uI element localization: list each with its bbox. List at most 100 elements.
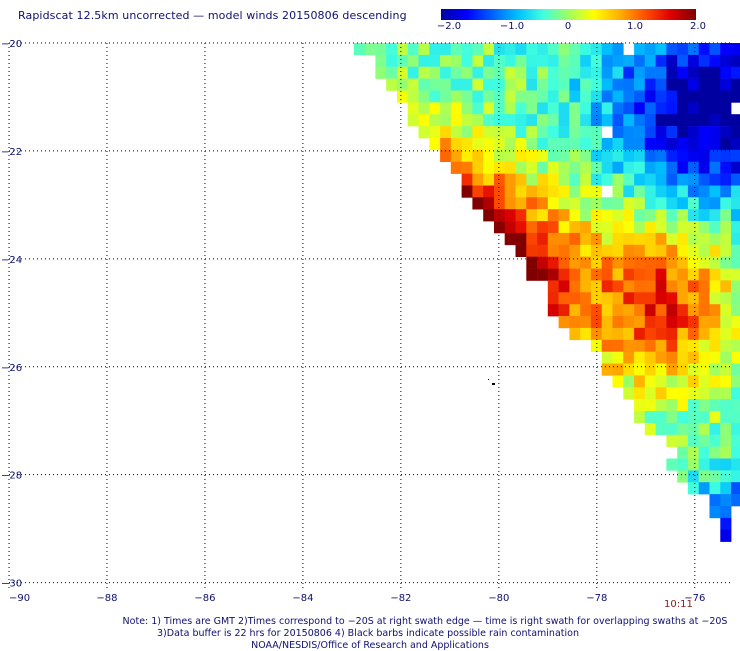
wind-cell (687, 244, 699, 257)
wind-cell (612, 232, 624, 246)
wind-cell (666, 232, 678, 246)
wind-cell (440, 149, 452, 162)
wind-cell (731, 244, 740, 257)
wind-cell (504, 185, 516, 198)
wind-cell (666, 458, 678, 471)
wind-cell (440, 90, 452, 103)
wind-cell (687, 173, 699, 186)
wind-cell (666, 387, 678, 400)
wind-cell (472, 66, 484, 79)
wind-cell (666, 209, 678, 222)
wind-cell (580, 126, 592, 139)
note-line-1: Note: 1) Times are GMT 2)Times correspon… (122, 616, 728, 627)
wind-cell (547, 90, 559, 103)
wind-cell (709, 375, 721, 388)
wind-cell (731, 411, 740, 424)
wind-cell (698, 209, 710, 222)
wind-cell (677, 268, 689, 281)
wind-cell (472, 138, 484, 151)
wind-cell (720, 422, 732, 436)
wind-cell (558, 185, 570, 198)
wind-cell (644, 138, 656, 151)
wind-cell (709, 102, 721, 115)
wind-cell (483, 185, 495, 198)
wind-cell (547, 185, 559, 198)
wind-cell (461, 138, 473, 151)
wind-cell (601, 90, 613, 103)
wind-cell (666, 351, 678, 364)
wind-cell (720, 256, 732, 269)
wind-cell (731, 327, 740, 341)
wind-cell (677, 90, 689, 103)
wind-cell (386, 66, 398, 79)
wind-cell (623, 138, 635, 151)
wind-cell (590, 66, 602, 79)
wind-cell (547, 78, 559, 91)
wind-cell (450, 126, 462, 139)
wind-cell (612, 102, 624, 115)
wind-cell (612, 54, 624, 68)
wind-cell (429, 102, 441, 115)
wind-cell (709, 54, 721, 68)
wind-cell (709, 482, 721, 495)
wind-cell (720, 363, 732, 376)
wind-cell (644, 232, 656, 246)
wind-cell (515, 221, 527, 234)
wind-cell (429, 138, 441, 151)
wind-cell (709, 494, 721, 507)
wind-cell (666, 126, 678, 139)
wind-cell (547, 197, 559, 210)
wind-cell (731, 316, 740, 329)
rain-flag-barb (492, 383, 495, 385)
wind-cell (537, 78, 549, 91)
wind-cell (558, 78, 570, 91)
wind-cell (623, 339, 635, 352)
wind-cell (526, 221, 538, 234)
wind-cell (644, 221, 656, 234)
wind-cell (666, 54, 678, 68)
wind-cell (687, 387, 699, 400)
wind-cell (547, 114, 559, 127)
wind-cell (504, 209, 516, 222)
wind-cell (666, 43, 678, 56)
wind-cell (644, 102, 656, 115)
wind-cell (655, 351, 667, 364)
wind-cell (569, 244, 581, 257)
wind-cell (720, 434, 732, 447)
wind-cell (677, 434, 689, 447)
wind-cell (687, 185, 699, 198)
wind-cell (580, 114, 592, 127)
wind-cell (612, 161, 624, 174)
wind-cell (612, 43, 624, 56)
wind-cell (731, 66, 740, 79)
wind-cell (526, 244, 538, 257)
wind-cell (655, 114, 667, 127)
wind-cell (720, 232, 732, 246)
wind-cell (612, 327, 624, 341)
wind-cell (731, 78, 740, 91)
wind-cell (677, 292, 689, 305)
wind-cell (515, 43, 527, 56)
wind-cell (634, 280, 646, 293)
wind-cell (720, 126, 732, 139)
wind-cell (666, 78, 678, 91)
wind-cell (634, 161, 646, 174)
wind-cell (547, 256, 559, 269)
wind-cell (623, 363, 635, 376)
wind-cell (655, 138, 667, 151)
x-tick-label: −78 (586, 593, 607, 604)
rain-flag-barb (488, 379, 489, 380)
wind-cell (440, 43, 452, 56)
wind-cell (698, 327, 710, 341)
wind-cell (687, 399, 699, 412)
wind-cell (731, 363, 740, 376)
wind-cell (580, 316, 592, 329)
wind-cell (472, 78, 484, 91)
wind-cell (526, 66, 538, 79)
wind-cell (612, 244, 624, 257)
wind-cell (709, 399, 721, 412)
wind-cell (666, 434, 678, 447)
wind-cell (731, 173, 740, 186)
wind-cell (450, 54, 462, 68)
